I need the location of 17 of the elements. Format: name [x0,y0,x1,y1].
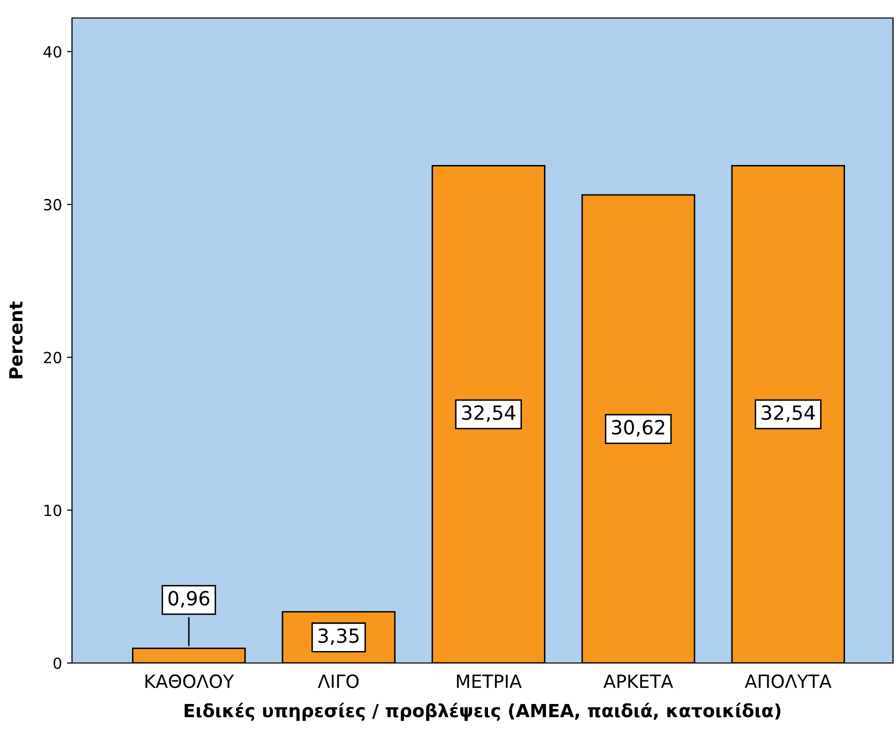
y-tick-label: 20 [44,352,62,364]
y-tick-label: 30 [44,198,62,210]
data-label: 32,54 [462,405,516,422]
data-label: 32,54 [762,405,815,422]
y-tick-label: 10 [44,504,62,516]
x-tick-label: ΛΙΓΟ [318,674,359,688]
data-label: 30,62 [612,420,664,437]
y-tick-label: 0 [54,657,62,670]
x-axis-title: Ειδικές υπηρεσίες / προβλέψεις (ΑΜΕΑ, παιδιά, κατοικίδια) [184,702,780,721]
y-tick-label: 40 [44,46,62,58]
y-axis-title: Percent [9,302,23,378]
x-tick-label: ΚΑΘΟΛΟΥ [146,674,234,688]
x-tick-label: ΜΕΤΡΙΑ [456,674,522,688]
x-tick-label: ΑΡΚΕΤΑ [604,674,674,688]
x-tick-label: ΑΠΟΛΥΤΑ [744,674,832,688]
data-label: 0,96 [168,590,210,608]
data-label: 3,35 [318,628,359,646]
